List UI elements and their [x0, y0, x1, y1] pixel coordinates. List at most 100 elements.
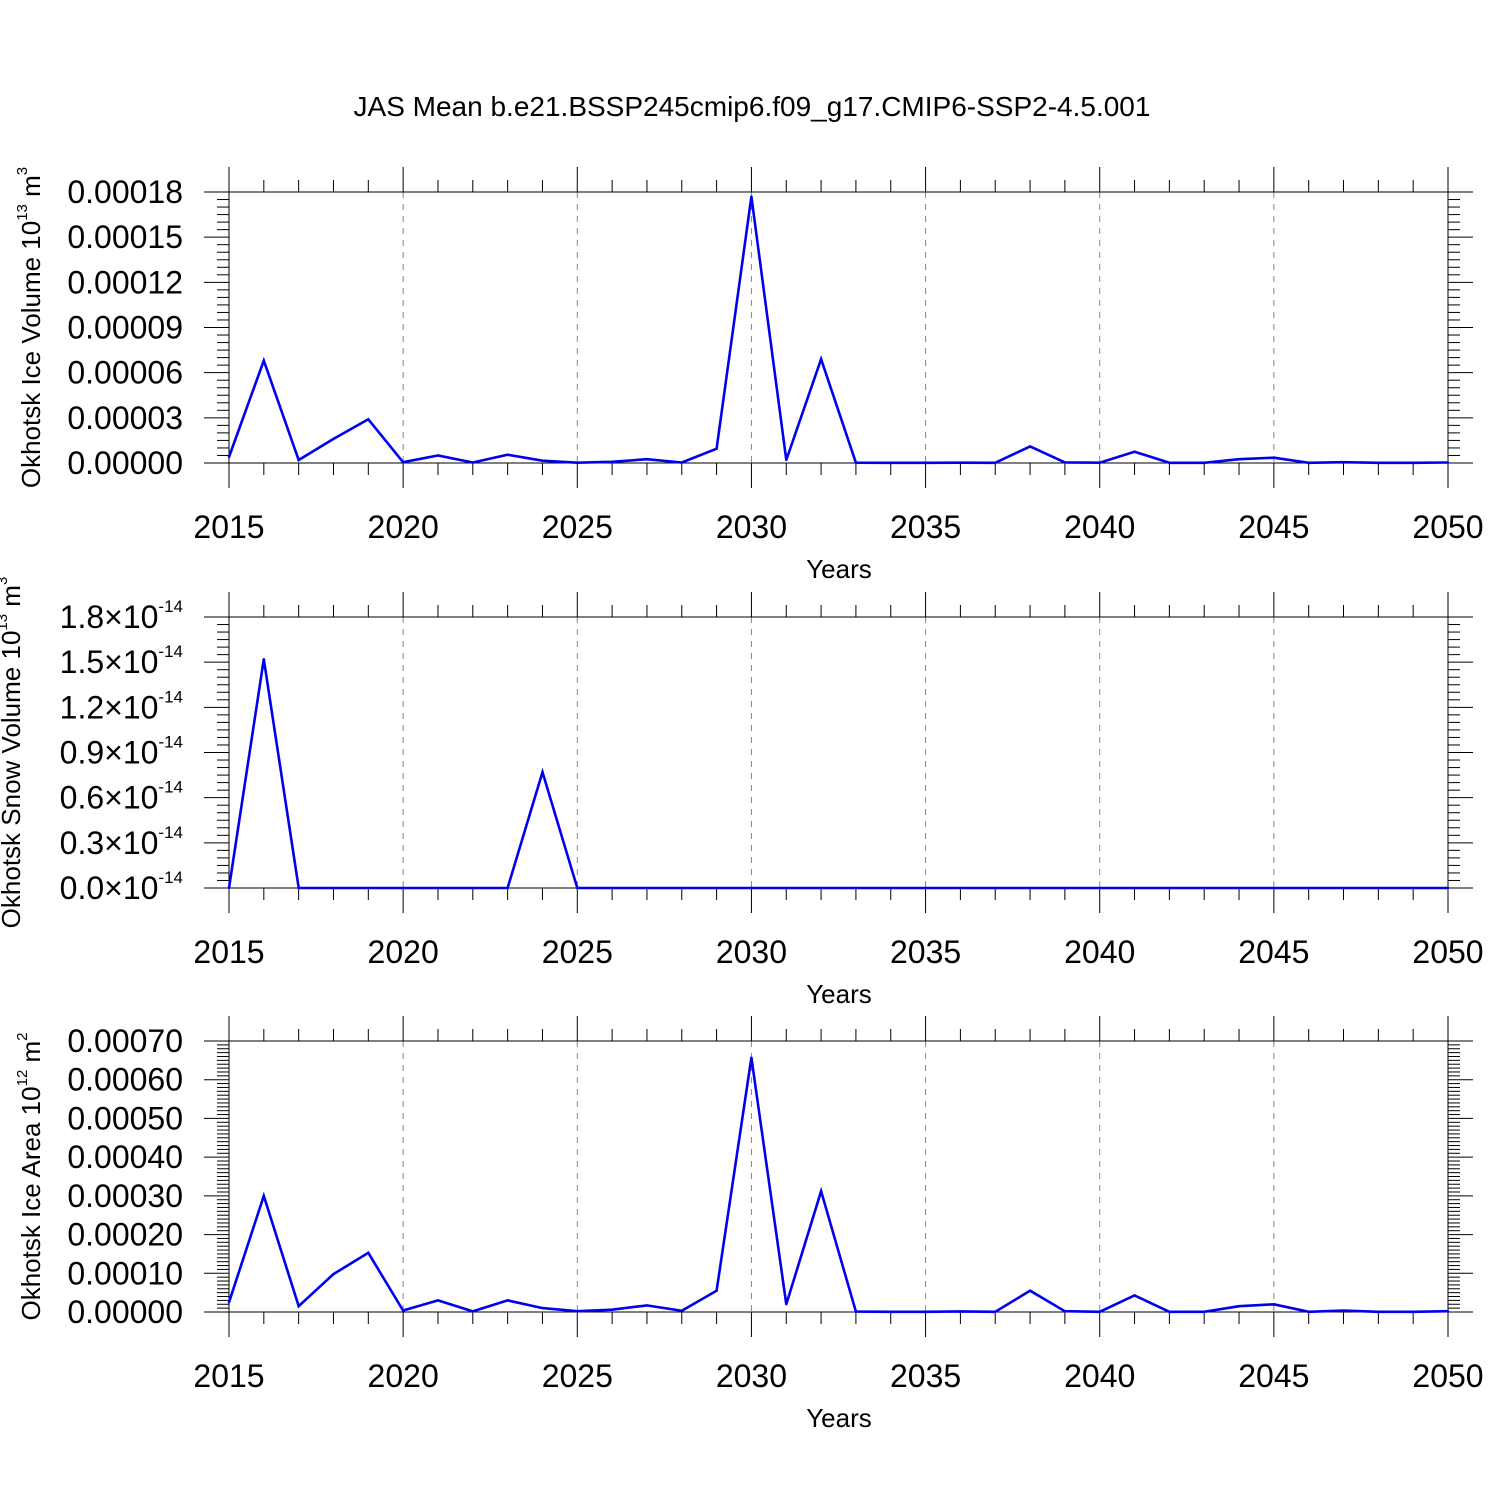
y-tick-exponent: -14 — [158, 823, 183, 842]
x-tick-label: 2020 — [368, 934, 439, 970]
y-tick-label: 0.00000 — [67, 1294, 183, 1330]
x-tick-label: 2025 — [542, 934, 613, 970]
y-tick-times: ×10 — [104, 644, 158, 680]
data-point — [1272, 1303, 1276, 1306]
data-point — [680, 461, 683, 464]
data-point — [819, 357, 823, 361]
y-tick-times: ×10 — [104, 780, 158, 816]
data-point — [1342, 886, 1345, 890]
data-point — [854, 886, 858, 890]
data-point — [1168, 886, 1171, 890]
data-point — [576, 461, 579, 464]
x-axis-label: Years — [806, 1403, 872, 1433]
data-point — [1446, 886, 1450, 890]
data-point — [262, 657, 266, 661]
data-point — [1028, 445, 1032, 448]
data-point — [785, 1303, 788, 1306]
y-label-unit: m — [0, 585, 26, 614]
y-tick-mantissa: 0.0 — [60, 870, 104, 906]
data-point — [1028, 886, 1032, 890]
data-point — [994, 886, 997, 890]
y-tick-times: ×10 — [104, 735, 158, 771]
y-tick-label: 0.9×10-14 — [60, 733, 183, 771]
data-point — [610, 460, 614, 463]
data-point — [1203, 461, 1206, 465]
y-tick-label: 0.00015 — [67, 219, 183, 255]
series-line — [227, 659, 1448, 890]
y-tick-label: 1.2×10-14 — [60, 687, 183, 725]
y-label-main: Okhotsk Ice Area 10 — [16, 1086, 46, 1320]
data-point — [367, 886, 370, 890]
data-point — [750, 1056, 753, 1059]
data-point — [506, 1299, 509, 1302]
data-point — [1098, 461, 1101, 464]
x-tick-label: 2035 — [890, 1358, 961, 1394]
panel-3: 2015 2020 2025 2030 2035 2040 2045 2050 Years 0.0… — [14, 1016, 1484, 1433]
data-point — [471, 461, 474, 464]
data-point — [889, 886, 892, 890]
x-tick-label: 2050 — [1412, 509, 1483, 545]
y-tick-times: ×10 — [104, 599, 158, 635]
data-point — [1133, 450, 1136, 453]
data-point — [401, 886, 405, 890]
data-point — [889, 1310, 892, 1314]
x-tick-label: 2020 — [368, 509, 439, 545]
y-label-main: Okhotsk Ice Volume 10 — [16, 221, 46, 488]
series-line — [227, 1057, 1449, 1314]
data-point — [645, 886, 649, 890]
data-point — [959, 1310, 962, 1313]
data-point — [541, 1306, 544, 1310]
x-tick-label: 2040 — [1064, 934, 1135, 970]
data-point — [819, 1190, 823, 1193]
data-point — [332, 437, 335, 441]
data-point — [1237, 458, 1241, 461]
panel-2: 2015 2020 2025 2030 2035 2040 2045 2050 Years 0.0… — [0, 577, 1484, 1009]
y-tick-label: 0.0×10-14 — [60, 868, 183, 906]
data-point — [1133, 886, 1136, 890]
data-point — [506, 886, 509, 890]
data-point — [1063, 1310, 1067, 1313]
data-point — [750, 886, 753, 890]
y-tick-mantissa: 0.6 — [60, 780, 104, 816]
x-tick-label: 2045 — [1238, 1358, 1309, 1394]
data-point — [1377, 1310, 1380, 1314]
data-point — [994, 1310, 997, 1314]
y-tick-mantissa: 0.3 — [60, 825, 104, 861]
data-point — [1098, 886, 1101, 890]
data-point — [1272, 886, 1276, 890]
y-tick-exponent: -14 — [158, 733, 183, 752]
data-point — [854, 461, 858, 464]
data-point — [610, 1308, 614, 1311]
y-tick-label: 0.00012 — [67, 264, 183, 300]
data-point — [262, 1194, 266, 1198]
data-point — [994, 461, 997, 465]
y-label-unit-exp: 3 — [0, 577, 11, 585]
data-points — [227, 657, 1450, 890]
data-point — [819, 886, 823, 890]
y-tick-label: 0.00000 — [67, 445, 183, 481]
x-tick-label: 2045 — [1238, 509, 1309, 545]
data-point — [262, 359, 266, 362]
y-label-exp: 13 — [14, 204, 31, 221]
data-point — [1411, 1310, 1415, 1314]
y-tick-label: 0.00010 — [67, 1255, 183, 1291]
y-tick-exponent: -14 — [158, 597, 183, 616]
y-label-unit-exp: 3 — [14, 167, 31, 175]
data-point — [541, 459, 544, 462]
data-point — [610, 886, 614, 890]
data-point — [1307, 1310, 1310, 1314]
data-point — [1237, 1304, 1241, 1308]
y-tick-exponent: -14 — [158, 778, 183, 797]
y-tick-mantissa: 0.9 — [60, 735, 104, 771]
data-point — [471, 1310, 474, 1313]
x-tick-label: 2040 — [1064, 509, 1135, 545]
data-point — [645, 458, 649, 461]
y-axis-label: Okhotsk Snow Volume 1013 m3 — [0, 577, 26, 929]
y-label-unit-exp: 2 — [14, 1032, 31, 1040]
data-point — [1168, 1310, 1171, 1314]
data-point — [541, 770, 544, 774]
x-tick-label: 2035 — [890, 934, 961, 970]
y-tick-exponent: -14 — [158, 687, 183, 706]
